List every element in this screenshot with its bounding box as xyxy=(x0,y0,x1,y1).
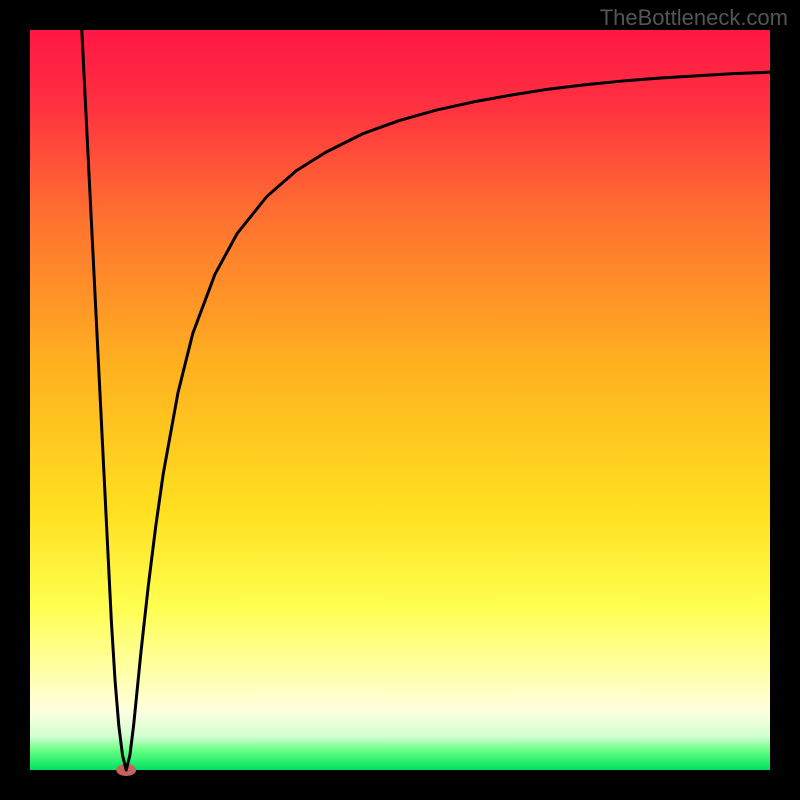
watermark-text: TheBottleneck.com xyxy=(600,5,788,31)
bottleneck-chart: TheBottleneck.com xyxy=(0,0,800,800)
chart-svg xyxy=(0,0,800,800)
